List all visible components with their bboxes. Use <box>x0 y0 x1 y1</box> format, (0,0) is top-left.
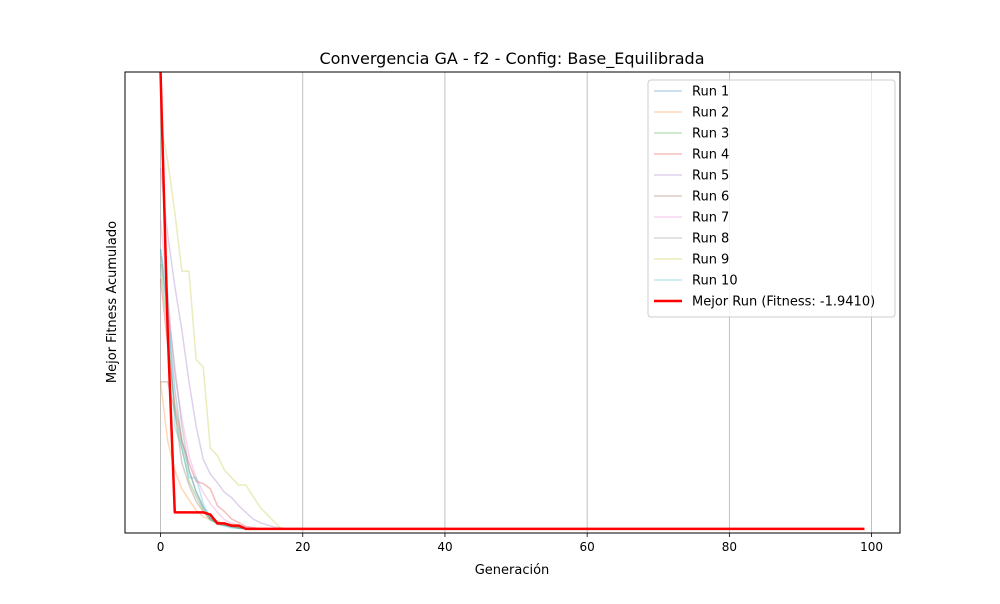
legend-label: Run 4 <box>692 148 729 163</box>
run-line-9 <box>159 123 865 530</box>
y-axis-label: Mejor Fitness Acumulado <box>105 221 120 383</box>
legend-label: Run 5 <box>692 169 729 184</box>
legend-label: Mejor Run (Fitness: -1.9410) <box>692 295 875 310</box>
x-tick-label: 0 <box>157 540 165 554</box>
legend-label: Run 7 <box>692 211 729 226</box>
x-tick-label: 20 <box>295 540 310 554</box>
x-axis-label: Generación <box>475 563 550 578</box>
x-tick-label: 100 <box>860 540 883 554</box>
x-axis-ticks: 0 20 40 60 80 100 <box>157 533 883 554</box>
run-line-10 <box>159 248 865 530</box>
series-lines <box>159 71 865 531</box>
run-line-6 <box>160 381 865 530</box>
run-line-4 <box>159 278 865 530</box>
legend-label: Run 9 <box>692 253 729 268</box>
x-tick-label: 80 <box>722 540 737 554</box>
legend-label: Run 1 <box>692 85 729 100</box>
legend-box <box>647 79 896 318</box>
legend-label: Run 6 <box>692 190 729 205</box>
legend-label: Run 10 <box>692 274 738 289</box>
x-tick-label: 60 <box>580 540 595 554</box>
legend-label: Run 3 <box>692 127 729 142</box>
best-run-line <box>159 71 865 531</box>
chart-title: Convergencia GA - f2 - Config: Base_Equi… <box>319 49 704 69</box>
x-tick-label: 40 <box>437 540 452 554</box>
legend-label: Run 2 <box>692 106 729 121</box>
run-line-5 <box>159 167 865 530</box>
plot-frame <box>124 71 901 534</box>
legend: Run 1 Run 2 Run 3 Run 4 Run 5 Run 6 Run 7 Run 8… <box>647 79 896 318</box>
run-line-3 <box>159 263 865 530</box>
legend-label: Run 8 <box>692 232 729 247</box>
